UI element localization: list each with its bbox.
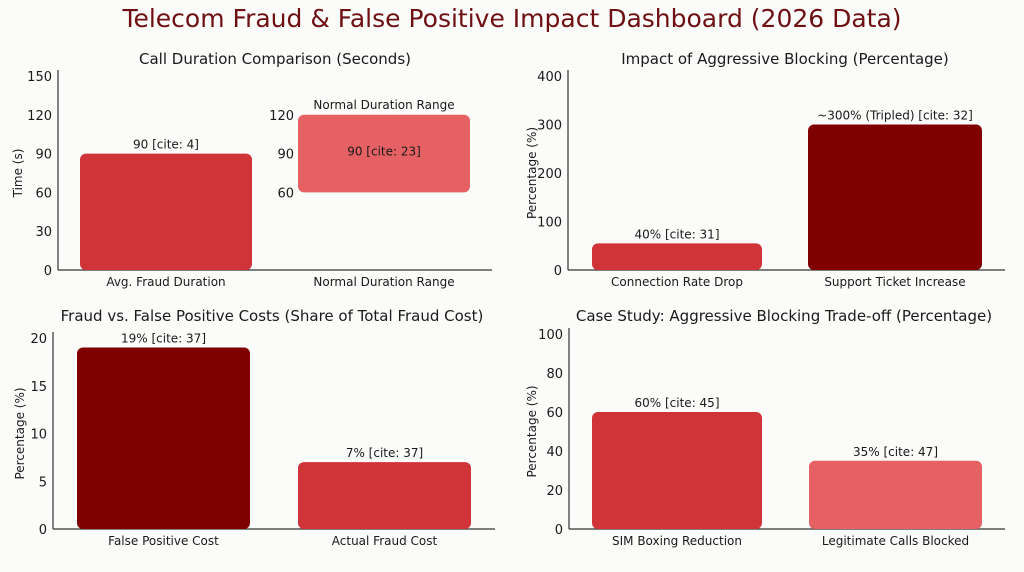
range-tick-label: 60 xyxy=(277,186,294,201)
chart-title: Case Study: Aggressive Blocking Trade-of… xyxy=(576,307,992,325)
y-tick-label: 0 xyxy=(44,264,52,279)
chart-2: Impact of Aggressive Blocking (Percentag… xyxy=(525,50,1005,289)
range-tick-label: 120 xyxy=(269,109,294,124)
y-axis-label: Percentage (%) xyxy=(13,387,27,479)
y-tick-label: 15 xyxy=(30,380,47,395)
chart-1: Call Duration Comparison (Seconds) 0 30 60 9… xyxy=(11,50,492,289)
y-tick-label: 0 xyxy=(39,523,47,538)
x-tick-label: Support Ticket Increase xyxy=(824,275,965,289)
y-tick-label: 120 xyxy=(27,109,52,124)
y-tick-label: 20 xyxy=(546,484,563,499)
bar xyxy=(77,347,250,529)
y-tick-label: 30 xyxy=(35,225,52,240)
y-tick-label: 200 xyxy=(537,167,562,182)
y-axis-label: Time (s) xyxy=(11,149,25,199)
y-tick-label: 80 xyxy=(546,367,563,382)
x-tick-label: False Positive Cost xyxy=(108,534,219,548)
bar-value-label: 7% [cite: 37] xyxy=(346,446,423,460)
bar-value-label: 19% [cite: 37] xyxy=(121,332,206,346)
y-tick-label: 400 xyxy=(537,70,562,85)
chart-3: Fraud vs. False Positive Costs (Share of… xyxy=(13,307,495,548)
y-tick-label: 5 xyxy=(39,475,47,490)
bar xyxy=(809,460,982,529)
bar-value-label: 60% [cite: 45] xyxy=(635,396,720,410)
y-tick-label: 10 xyxy=(30,428,47,443)
chart-title: Impact of Aggressive Blocking (Percentag… xyxy=(621,50,949,68)
y-tick-label: 90 xyxy=(35,148,52,163)
bar xyxy=(592,412,762,529)
y-tick-label: 60 xyxy=(546,406,563,421)
range-title: Normal Duration Range xyxy=(313,98,454,112)
y-tick-label: 20 xyxy=(30,332,47,347)
bar-value-label: 35% [cite: 47] xyxy=(853,445,938,459)
y-tick-label: 0 xyxy=(555,523,563,538)
x-tick-label: Actual Fraud Cost xyxy=(332,534,438,548)
x-tick-label: Connection Rate Drop xyxy=(611,275,743,289)
y-tick-label: 300 xyxy=(537,119,562,134)
x-tick-label: SIM Boxing Reduction xyxy=(612,534,742,548)
x-tick-label: Avg. Fraud Duration xyxy=(106,275,225,289)
range-tick-label: 90 xyxy=(277,148,294,163)
bar-value-label: 90 [cite: 4] xyxy=(133,138,199,152)
x-tick-label: Legitimate Calls Blocked xyxy=(822,534,969,548)
bar xyxy=(808,124,982,270)
y-tick-label: 60 xyxy=(35,186,52,201)
y-axis-label: Percentage (%) xyxy=(525,385,539,477)
bar xyxy=(298,462,471,529)
y-tick-label: 40 xyxy=(546,445,563,460)
bar-value-label: 90 [cite: 23] xyxy=(347,145,421,159)
bar xyxy=(298,114,470,193)
y-tick-label: 0 xyxy=(554,264,562,279)
chart-4: Case Study: Aggressive Blocking Trade-of… xyxy=(525,307,1005,548)
y-tick-label: 100 xyxy=(537,216,562,231)
bar-value-label: 40% [cite: 31] xyxy=(635,227,720,241)
y-axis-label: Percentage (%) xyxy=(525,127,539,219)
x-tick-label: Normal Duration Range xyxy=(313,275,454,289)
bar-value-label: ~300% (Tripled) [cite: 32] xyxy=(817,109,973,123)
dashboard-title: Telecom Fraud & False Positive Impact Da… xyxy=(122,4,902,33)
y-tick-label: 150 xyxy=(27,70,52,85)
y-tick-label: 100 xyxy=(538,328,563,343)
bar xyxy=(80,153,252,270)
bar xyxy=(592,243,762,270)
chart-title: Call Duration Comparison (Seconds) xyxy=(139,50,411,68)
chart-title: Fraud vs. False Positive Costs (Share of… xyxy=(61,307,484,325)
